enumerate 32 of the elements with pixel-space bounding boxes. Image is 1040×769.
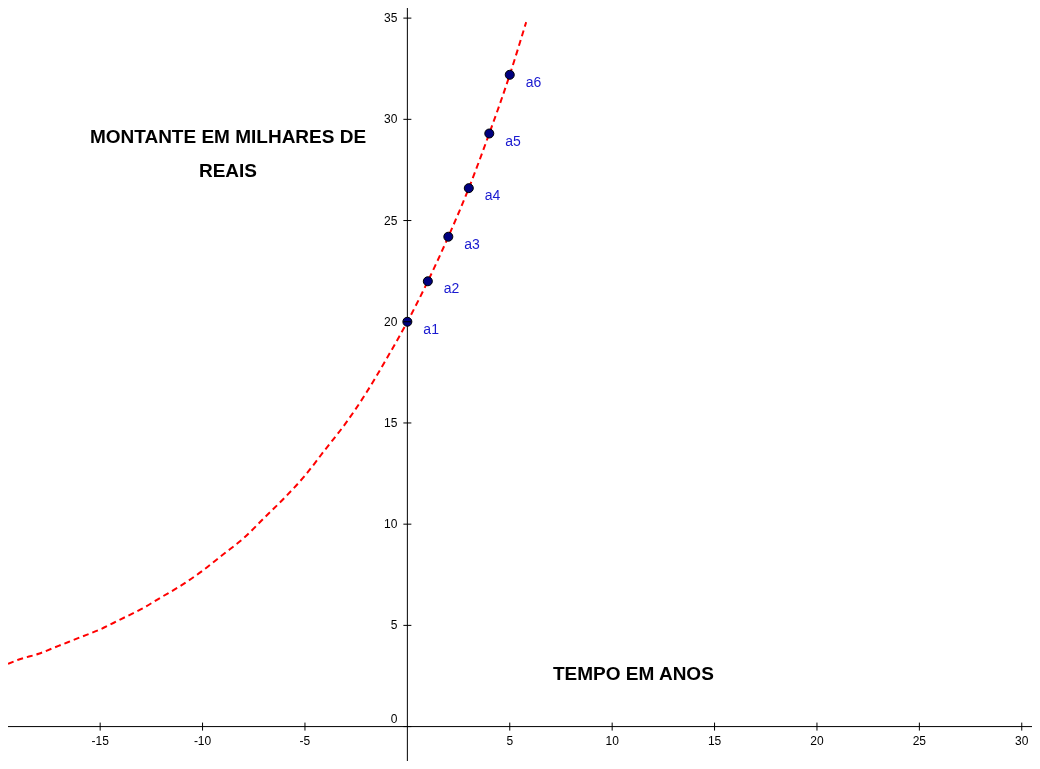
annotation: a5 xyxy=(505,132,522,149)
x-tick-label: -10 xyxy=(193,733,212,748)
point xyxy=(443,231,454,242)
annotation: a6 xyxy=(525,73,542,90)
x-tick-label: -5 xyxy=(299,733,311,748)
y-tick-label: 30 xyxy=(384,112,398,127)
x-tick-label: -15 xyxy=(91,733,110,748)
line-series xyxy=(8,21,528,665)
x-tick-label: 25 xyxy=(912,733,927,748)
annotation: a4 xyxy=(484,187,501,204)
point xyxy=(402,316,413,327)
x-axis-title: TEMPO EM ANOS xyxy=(553,663,714,685)
x-tick-label: 30 xyxy=(1015,733,1029,748)
x-tick-label: 15 xyxy=(707,733,722,748)
y-tick-label: 20 xyxy=(384,314,398,329)
point xyxy=(504,69,515,80)
annotation: a1 xyxy=(423,320,440,337)
y-tick-label: 35 xyxy=(384,11,398,26)
y-tick-label: 10 xyxy=(384,517,398,532)
y-axis-title: MONTANTE EM MILHARES DE REAIS xyxy=(88,125,368,183)
annotation: a2 xyxy=(443,280,460,297)
point xyxy=(422,276,433,287)
y-tick-label: 0 xyxy=(390,711,398,726)
x-tick-label: 20 xyxy=(810,733,824,748)
y-tick-label: 15 xyxy=(384,415,398,430)
x-tick-label: 5 xyxy=(506,733,514,748)
annotation: a3 xyxy=(464,235,481,252)
point xyxy=(484,128,495,139)
y-tick-label: 25 xyxy=(384,213,398,228)
x-tick-label: 10 xyxy=(605,733,620,748)
y-tick-label: 5 xyxy=(390,618,398,633)
point xyxy=(463,183,474,194)
